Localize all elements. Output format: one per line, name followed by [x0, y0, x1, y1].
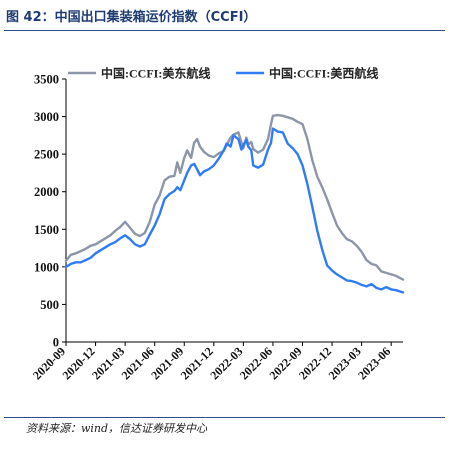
legend-label: 中国:CCFI:美西航线 [269, 66, 378, 81]
y-tick-label: 3500 [34, 73, 59, 87]
source-note: 资料来源：wind，信达证券研发中心 [26, 422, 208, 435]
figure-title: 图 42：中国出口集装箱运价指数（CCFI） [6, 10, 257, 25]
y-tick-label: 2500 [34, 148, 59, 162]
x-tick-label: 2023-06 [355, 344, 393, 382]
axes: 05001000150020002500300035002020-092020-… [30, 73, 403, 382]
series-line-us-east [64, 113, 405, 281]
series-layer [64, 113, 405, 294]
series-line-us-west [64, 127, 405, 294]
y-tick-label: 1500 [34, 223, 59, 237]
source-rule [4, 417, 445, 418]
legend-label: 中国:CCFI:美东航线 [101, 66, 210, 81]
y-tick-label: 0 [53, 336, 59, 350]
y-tick-label: 1000 [34, 260, 59, 274]
title-rule [4, 30, 445, 31]
y-tick-label: 500 [40, 298, 59, 312]
legend: 中国:CCFI:美东航线 中国:CCFI:美西航线 [68, 66, 378, 81]
y-tick-label: 2000 [34, 185, 59, 199]
y-tick-label: 3000 [34, 110, 59, 124]
